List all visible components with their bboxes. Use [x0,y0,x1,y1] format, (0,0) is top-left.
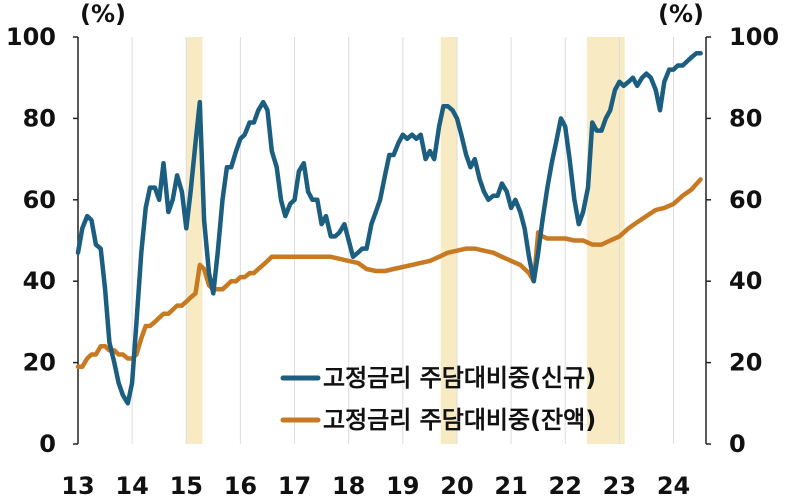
axes: 0 0 20 20 40 40 60 60 80 80 100 100 13 14 15 16 17 18 19 20… [6,23,779,500]
right-ytick-label-20: 20 [729,349,762,377]
series-lines [75,51,703,406]
xtick-label-21: 21 [494,472,527,500]
left-ytick-label-0: 0 [39,430,56,458]
right-ytick-label-80: 80 [729,104,762,132]
left-ytick-label-60: 60 [23,186,56,214]
series-line-outstanding [75,177,703,369]
right-unit-label: (%) [658,0,704,28]
xtick-label-14: 14 [115,472,148,500]
right-ytick-label-40: 40 [729,267,762,295]
legend-label-outstanding: 고정금리 주담대비중(잔액) [323,406,596,434]
xtick-label-16: 16 [224,472,257,500]
xtick-label-24: 24 [657,472,690,500]
xtick-label-19: 19 [386,472,419,500]
xtick-label-17: 17 [278,472,311,500]
right-ytick-label-0: 0 [729,430,746,458]
xtick-label-18: 18 [332,472,365,500]
shaded-period-2 [440,37,457,444]
shaded-period-1 [186,37,203,444]
left-ytick-label-100: 100 [6,23,56,51]
xtick-label-20: 20 [440,472,473,500]
legend-label-new: 고정금리 주담대비중(신규) [323,364,596,392]
left-ytick-label-80: 80 [23,104,56,132]
xtick-label-13: 13 [61,472,94,500]
shaded-periods [186,37,625,444]
series-line-new [75,51,703,406]
xtick-label-15: 15 [170,472,203,500]
left-unit-label: (%) [80,0,126,28]
right-ytick-label-100: 100 [729,23,779,51]
axis-labels: (%) (%) [80,0,704,28]
xtick-label-22: 22 [549,472,582,500]
legend: 고정금리 주담대비중(신규) 고정금리 주담대비중(잔액) [280,364,596,434]
right-ytick-label-60: 60 [729,186,762,214]
xtick-label-23: 23 [603,472,636,500]
left-ytick-label-40: 40 [23,267,56,295]
left-ytick-label-20: 20 [23,349,56,377]
